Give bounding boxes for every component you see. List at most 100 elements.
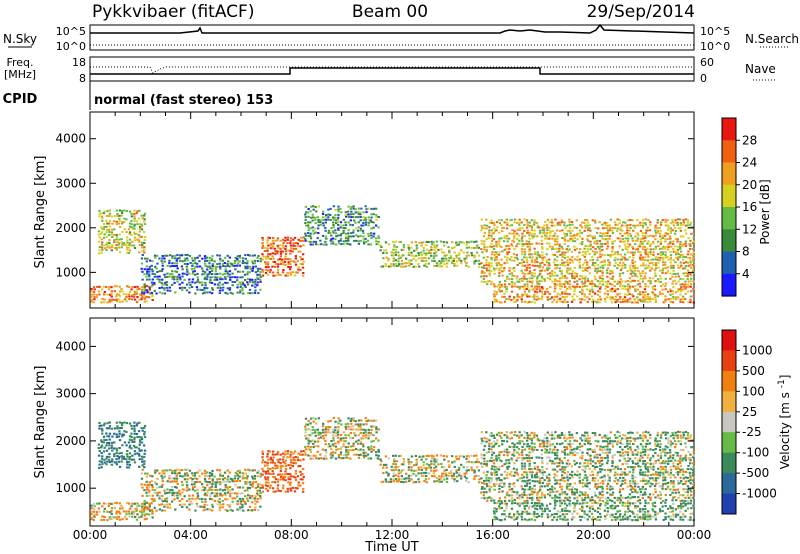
power-data-cell (171, 278, 174, 280)
power-data-cell (375, 243, 378, 246)
power-data-cell (578, 235, 582, 238)
velocity-data-cell (347, 442, 350, 445)
power-data-cell (228, 273, 231, 276)
power-data-cell (599, 250, 602, 253)
power-data-cell (413, 255, 416, 258)
power-data-cell (216, 286, 219, 289)
power-data-cell (402, 248, 405, 251)
velocity-data-cell (95, 513, 99, 516)
power-data-cell (544, 290, 547, 293)
velocity-data-cell (143, 460, 146, 463)
velocity-data-cell (149, 474, 152, 477)
power-data-cell (161, 264, 164, 267)
power-data-cell (644, 229, 648, 232)
velocity-data-cell (201, 509, 205, 512)
power-data-cell (609, 218, 612, 221)
velocity-data-cell (317, 457, 320, 460)
power-data-cell (465, 262, 468, 264)
power-data-cell (264, 255, 267, 258)
velocity-data-cell (325, 457, 328, 460)
velocity-data-cell (516, 491, 519, 494)
velocity-data-cell (498, 483, 501, 486)
power-data-cell (304, 222, 307, 224)
power-data-cell (392, 260, 395, 262)
velocity-data-cell (211, 480, 214, 483)
power-data-cell (274, 250, 277, 253)
power-data-cell (375, 207, 378, 210)
power-data-cell (641, 234, 644, 237)
power-data-cell (211, 263, 214, 266)
power-data-cell (526, 232, 529, 234)
velocity-data-cell (115, 512, 118, 515)
power-data-cell (584, 275, 587, 278)
power-data-cell (553, 271, 556, 274)
velocity-data-cell (92, 502, 96, 505)
power-data-cell (676, 248, 680, 251)
velocity-data-cell (319, 453, 322, 456)
velocity-data-cell (443, 478, 446, 481)
power-data-cell (580, 280, 584, 283)
power-data-cell (580, 292, 584, 295)
power-data-cell (304, 213, 307, 216)
velocity-data-cell (226, 469, 229, 472)
power-data-cell (149, 259, 152, 262)
velocity-data-cell (508, 431, 512, 434)
power-data-cell (111, 222, 114, 225)
power-data-cell (637, 279, 640, 282)
velocity-data-cell (241, 492, 244, 495)
power-data-cell (314, 231, 317, 234)
power-data-cell (473, 247, 476, 249)
velocity-data-cell (238, 471, 242, 474)
power-data-cell (359, 235, 362, 237)
power-data-cell (622, 261, 625, 264)
power-data-cell (508, 272, 511, 275)
power-data-cell (679, 250, 683, 253)
power-data-cell (145, 300, 148, 303)
power-data-cell (264, 268, 267, 271)
power-data-cell (312, 229, 315, 232)
velocity-data-cell (289, 467, 292, 470)
velocity-data-cell (208, 486, 211, 489)
velocity-data-cell (314, 431, 317, 434)
velocity-data-cell (480, 456, 483, 459)
velocity-data-cell (226, 504, 229, 507)
velocity-data-cell (453, 478, 456, 481)
power-data-cell (573, 280, 576, 283)
velocity-data-cell (498, 485, 501, 488)
velocity-data-cell (218, 477, 221, 480)
power-data-cell (518, 288, 521, 290)
power-data-cell (684, 286, 688, 289)
velocity-data-cell (417, 472, 420, 475)
power-data-cell (563, 261, 566, 264)
velocity-data-cell (521, 440, 524, 443)
power-data-cell (626, 270, 629, 272)
power-data-cell (229, 291, 232, 294)
power-data-cell (684, 232, 688, 235)
velocity-data-cell (97, 447, 100, 450)
power-data-cell (599, 270, 602, 273)
power-data-cell (241, 257, 245, 260)
power-data-cell (568, 248, 571, 251)
power-data-cell (559, 297, 562, 300)
velocity-data-cell (440, 462, 443, 465)
power-data-cell (259, 260, 262, 263)
velocity-data-cell (127, 441, 131, 444)
power-data-cell (511, 229, 514, 231)
power-data-cell (218, 281, 221, 284)
power-data-cell (649, 258, 652, 261)
power-data-cell (595, 251, 599, 254)
power-data-cell (599, 261, 602, 264)
power-data-cell (138, 244, 141, 246)
velocity-data-cell (493, 440, 496, 443)
velocity-data-cell (526, 459, 529, 462)
velocity-data-cell (238, 469, 241, 472)
velocity-data-cell (380, 481, 383, 484)
power-data-cell (247, 292, 250, 295)
power-data-cell (272, 260, 275, 263)
velocity-data-cell (486, 497, 489, 500)
velocity-data-cell (336, 431, 340, 434)
power-data-cell (644, 291, 647, 294)
velocity-data-cell (312, 420, 315, 423)
velocity-data-cell (228, 471, 231, 474)
power-data-cell (458, 257, 461, 260)
